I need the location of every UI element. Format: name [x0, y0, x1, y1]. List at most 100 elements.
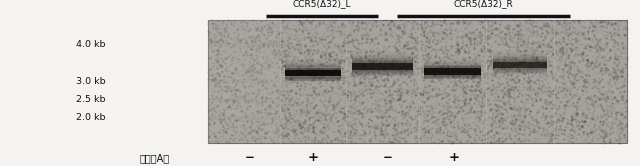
- Text: 4.0 kb: 4.0 kb: [76, 40, 106, 49]
- FancyBboxPatch shape: [352, 59, 413, 60]
- FancyBboxPatch shape: [285, 67, 340, 68]
- FancyBboxPatch shape: [352, 63, 413, 64]
- FancyBboxPatch shape: [352, 67, 413, 68]
- FancyBboxPatch shape: [208, 20, 280, 143]
- FancyBboxPatch shape: [424, 77, 481, 78]
- FancyBboxPatch shape: [493, 70, 547, 71]
- FancyBboxPatch shape: [424, 68, 481, 75]
- FancyBboxPatch shape: [424, 72, 481, 73]
- FancyBboxPatch shape: [352, 60, 413, 61]
- FancyBboxPatch shape: [352, 72, 413, 73]
- FancyBboxPatch shape: [493, 67, 547, 68]
- FancyBboxPatch shape: [493, 59, 547, 60]
- FancyBboxPatch shape: [352, 58, 413, 59]
- FancyBboxPatch shape: [424, 76, 481, 77]
- FancyBboxPatch shape: [493, 57, 547, 58]
- Text: 3.0 kb: 3.0 kb: [76, 77, 106, 86]
- FancyBboxPatch shape: [352, 65, 413, 66]
- FancyBboxPatch shape: [285, 63, 340, 64]
- FancyBboxPatch shape: [285, 71, 340, 72]
- FancyBboxPatch shape: [208, 98, 280, 102]
- FancyBboxPatch shape: [493, 71, 547, 72]
- FancyBboxPatch shape: [285, 76, 340, 77]
- FancyBboxPatch shape: [285, 72, 340, 73]
- FancyBboxPatch shape: [493, 66, 547, 67]
- FancyBboxPatch shape: [424, 71, 481, 72]
- FancyBboxPatch shape: [424, 70, 481, 71]
- FancyBboxPatch shape: [424, 71, 481, 72]
- FancyBboxPatch shape: [424, 74, 481, 75]
- FancyBboxPatch shape: [424, 62, 481, 63]
- FancyBboxPatch shape: [493, 56, 547, 57]
- FancyBboxPatch shape: [285, 75, 340, 76]
- FancyBboxPatch shape: [424, 78, 481, 79]
- FancyBboxPatch shape: [424, 75, 481, 76]
- FancyBboxPatch shape: [352, 74, 413, 75]
- FancyBboxPatch shape: [285, 78, 340, 79]
- FancyBboxPatch shape: [352, 64, 413, 65]
- FancyBboxPatch shape: [352, 65, 413, 66]
- FancyBboxPatch shape: [352, 74, 413, 75]
- FancyBboxPatch shape: [285, 64, 340, 65]
- FancyBboxPatch shape: [352, 68, 413, 69]
- FancyBboxPatch shape: [352, 71, 413, 72]
- FancyBboxPatch shape: [285, 73, 340, 74]
- FancyBboxPatch shape: [424, 63, 481, 64]
- FancyBboxPatch shape: [208, 43, 280, 47]
- FancyBboxPatch shape: [493, 58, 547, 59]
- FancyBboxPatch shape: [352, 67, 413, 68]
- FancyBboxPatch shape: [285, 79, 340, 80]
- FancyBboxPatch shape: [493, 62, 547, 63]
- FancyBboxPatch shape: [285, 65, 340, 66]
- FancyBboxPatch shape: [285, 74, 340, 75]
- FancyBboxPatch shape: [493, 56, 547, 57]
- FancyBboxPatch shape: [352, 57, 413, 58]
- FancyBboxPatch shape: [493, 69, 547, 70]
- FancyBboxPatch shape: [493, 66, 547, 67]
- FancyBboxPatch shape: [493, 61, 547, 62]
- FancyBboxPatch shape: [285, 68, 340, 69]
- FancyBboxPatch shape: [424, 63, 481, 64]
- FancyBboxPatch shape: [285, 65, 340, 66]
- FancyBboxPatch shape: [352, 69, 413, 70]
- FancyBboxPatch shape: [493, 59, 547, 60]
- FancyBboxPatch shape: [424, 75, 481, 76]
- FancyBboxPatch shape: [285, 79, 340, 80]
- FancyBboxPatch shape: [285, 75, 340, 76]
- Text: CCR5(Δ32)_R: CCR5(Δ32)_R: [453, 0, 513, 8]
- FancyBboxPatch shape: [493, 62, 547, 68]
- FancyBboxPatch shape: [352, 63, 413, 64]
- FancyBboxPatch shape: [493, 55, 547, 56]
- FancyBboxPatch shape: [493, 60, 547, 61]
- FancyBboxPatch shape: [208, 20, 627, 143]
- FancyBboxPatch shape: [493, 71, 547, 72]
- FancyBboxPatch shape: [424, 64, 481, 65]
- FancyBboxPatch shape: [285, 74, 340, 75]
- FancyBboxPatch shape: [424, 72, 481, 73]
- FancyBboxPatch shape: [285, 68, 340, 69]
- FancyBboxPatch shape: [493, 73, 547, 74]
- FancyBboxPatch shape: [285, 69, 340, 70]
- FancyBboxPatch shape: [493, 63, 547, 64]
- Text: CCR5(Δ32)_L: CCR5(Δ32)_L: [292, 0, 351, 8]
- FancyBboxPatch shape: [493, 65, 547, 66]
- FancyBboxPatch shape: [352, 68, 413, 69]
- FancyBboxPatch shape: [352, 70, 413, 71]
- FancyBboxPatch shape: [352, 75, 413, 76]
- Text: 2.0 kb: 2.0 kb: [76, 113, 106, 122]
- FancyBboxPatch shape: [285, 70, 340, 76]
- FancyBboxPatch shape: [352, 61, 413, 62]
- FancyBboxPatch shape: [493, 63, 547, 64]
- FancyBboxPatch shape: [208, 79, 280, 83]
- FancyBboxPatch shape: [424, 77, 481, 78]
- FancyBboxPatch shape: [424, 65, 481, 66]
- FancyBboxPatch shape: [493, 65, 547, 66]
- FancyBboxPatch shape: [352, 71, 413, 72]
- FancyBboxPatch shape: [493, 68, 547, 69]
- FancyBboxPatch shape: [424, 67, 481, 68]
- FancyBboxPatch shape: [493, 58, 547, 59]
- FancyBboxPatch shape: [352, 58, 413, 59]
- FancyBboxPatch shape: [352, 66, 413, 67]
- FancyBboxPatch shape: [424, 69, 481, 70]
- FancyBboxPatch shape: [424, 66, 481, 67]
